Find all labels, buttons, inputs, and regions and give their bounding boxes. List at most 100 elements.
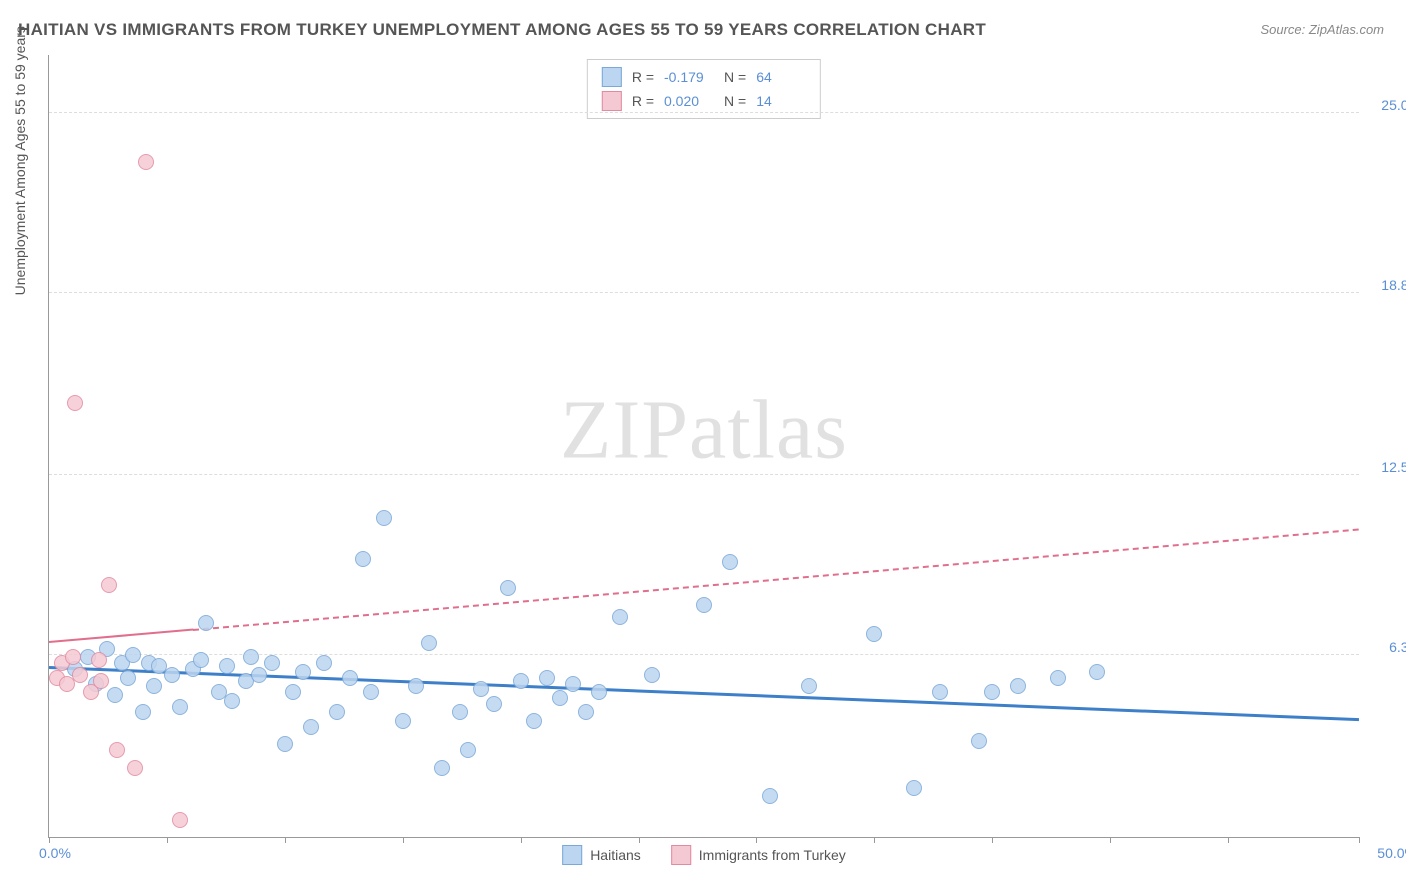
legend-swatch (562, 845, 582, 865)
legend-swatch (602, 91, 622, 111)
data-point-haitians (395, 713, 411, 729)
data-point-haitians (612, 609, 628, 625)
data-point-haitians (513, 673, 529, 689)
gridline (49, 292, 1359, 293)
data-point-turkey (67, 395, 83, 411)
data-point-turkey (91, 652, 107, 668)
x-tick (992, 837, 993, 843)
data-point-haitians (644, 667, 660, 683)
data-point-haitians (473, 681, 489, 697)
data-point-haitians (591, 684, 607, 700)
data-point-haitians (316, 655, 332, 671)
n-label: N = (724, 93, 746, 109)
n-value: 64 (756, 69, 806, 85)
data-point-haitians (342, 670, 358, 686)
data-point-haitians (172, 699, 188, 715)
data-point-haitians (363, 684, 379, 700)
data-point-haitians (135, 704, 151, 720)
trend-line-turkey (193, 528, 1359, 631)
data-point-haitians (329, 704, 345, 720)
data-point-haitians (125, 647, 141, 663)
data-point-turkey (101, 577, 117, 593)
legend-swatch (671, 845, 691, 865)
x-axis-max-label: 50.0% (1377, 845, 1406, 861)
chart-title: HAITIAN VS IMMIGRANTS FROM TURKEY UNEMPL… (18, 20, 986, 40)
data-point-turkey (93, 673, 109, 689)
data-point-haitians (285, 684, 301, 700)
x-tick (285, 837, 286, 843)
data-point-haitians (376, 510, 392, 526)
x-tick (1359, 837, 1360, 843)
gridline (49, 112, 1359, 113)
series-legend: Haitians Immigrants from Turkey (562, 845, 846, 865)
x-tick (1228, 837, 1229, 843)
data-point-haitians (984, 684, 1000, 700)
data-point-haitians (1010, 678, 1026, 694)
y-tick-label: 12.5% (1381, 459, 1406, 475)
data-point-haitians (1089, 664, 1105, 680)
data-point-haitians (146, 678, 162, 694)
data-point-haitians (243, 649, 259, 665)
correlation-stats-box: R = -0.179 N = 64 R = 0.020 N = 14 (587, 59, 821, 119)
data-point-haitians (193, 652, 209, 668)
data-point-haitians (198, 615, 214, 631)
data-point-haitians (696, 597, 712, 613)
data-point-haitians (762, 788, 778, 804)
y-tick-label: 18.8% (1381, 277, 1406, 293)
data-point-haitians (539, 670, 555, 686)
scatter-chart: ZIPatlas R =-0.179N =64R =0.020N =14 Hai… (48, 55, 1359, 838)
data-point-turkey (138, 154, 154, 170)
data-point-haitians (251, 667, 267, 683)
x-tick (874, 837, 875, 843)
data-point-haitians (120, 670, 136, 686)
data-point-turkey (172, 812, 188, 828)
data-point-haitians (722, 554, 738, 570)
data-point-haitians (434, 760, 450, 776)
stats-row-haitians: R = -0.179 N = 64 (602, 65, 806, 89)
data-point-haitians (578, 704, 594, 720)
data-point-haitians (355, 551, 371, 567)
data-point-haitians (906, 780, 922, 796)
data-point-haitians (932, 684, 948, 700)
legend-item-turkey: Immigrants from Turkey (671, 845, 846, 865)
watermark: ZIPatlas (560, 382, 848, 479)
x-tick (49, 837, 50, 843)
x-tick (403, 837, 404, 843)
data-point-haitians (164, 667, 180, 683)
legend-label: Immigrants from Turkey (699, 847, 846, 863)
stats-row-turkey: R = 0.020 N = 14 (602, 89, 806, 113)
y-axis-label: Unemployment Among Ages 55 to 59 years (12, 26, 28, 295)
legend-label: Haitians (590, 847, 641, 863)
data-point-turkey (127, 760, 143, 776)
data-point-haitians (486, 696, 502, 712)
data-point-haitians (1050, 670, 1066, 686)
source-attribution: Source: ZipAtlas.com (1260, 22, 1384, 37)
data-point-haitians (303, 719, 319, 735)
data-point-haitians (421, 635, 437, 651)
y-tick-label: 25.0% (1381, 97, 1406, 113)
data-point-haitians (552, 690, 568, 706)
data-point-haitians (264, 655, 280, 671)
n-value: 14 (756, 93, 806, 109)
x-axis-min-label: 0.0% (39, 845, 71, 861)
r-value: 0.020 (664, 93, 714, 109)
data-point-turkey (72, 667, 88, 683)
data-point-haitians (408, 678, 424, 694)
r-label: R = (632, 93, 654, 109)
x-tick (521, 837, 522, 843)
r-label: R = (632, 69, 654, 85)
r-value: -0.179 (664, 69, 714, 85)
data-point-turkey (109, 742, 125, 758)
data-point-haitians (277, 736, 293, 752)
data-point-haitians (500, 580, 516, 596)
gridline (49, 474, 1359, 475)
data-point-haitians (219, 658, 235, 674)
data-point-haitians (452, 704, 468, 720)
data-point-haitians (801, 678, 817, 694)
data-point-haitians (460, 742, 476, 758)
x-tick (167, 837, 168, 843)
data-point-haitians (866, 626, 882, 642)
n-label: N = (724, 69, 746, 85)
data-point-haitians (295, 664, 311, 680)
x-tick (756, 837, 757, 843)
